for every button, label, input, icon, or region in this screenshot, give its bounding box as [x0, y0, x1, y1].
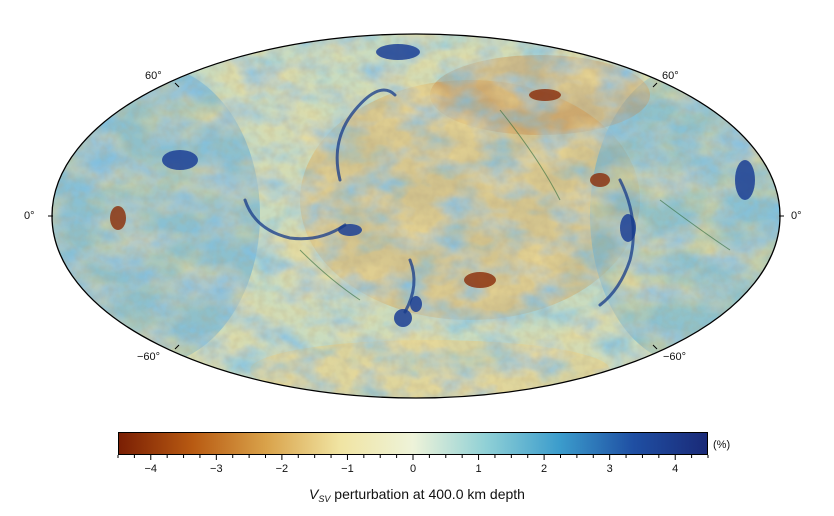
lat-label-left-60N: 60° — [145, 70, 162, 82]
colorbar-tick-label: 2 — [541, 463, 548, 475]
lat-label-left-0: 0° — [24, 210, 35, 222]
colorbar-tick-label: −2 — [275, 463, 289, 475]
map-field — [52, 34, 780, 398]
colorbar-tick-label: 4 — [672, 463, 679, 475]
colorbar-tick-label: −3 — [210, 463, 223, 475]
colorbar — [118, 432, 708, 455]
colorbar-tick-label: 3 — [606, 463, 613, 475]
colorbar-ticks — [117, 455, 709, 460]
lat-label-right-60S: −60° — [663, 351, 687, 363]
lat-label-right-60N: 60° — [662, 70, 679, 82]
title-text: perturbation at 400.0 km depth — [334, 486, 525, 502]
lat-label-left-60S: −60° — [137, 351, 161, 363]
lat-label-right-0: 0° — [791, 210, 802, 222]
title-symbol: V — [309, 486, 319, 502]
latitude-ticks — [48, 82, 784, 350]
colorbar-tick-label: −1 — [341, 463, 354, 475]
colorbar-unit: (%) — [713, 439, 731, 451]
colorbar-title: VSV perturbation at 400.0 km depth — [0, 486, 834, 504]
colorbar-tick-label: −4 — [144, 463, 158, 475]
colorbar-tick-label: 1 — [475, 463, 482, 475]
title-subscript: SV — [318, 494, 331, 504]
colorbar-tick-label: 0 — [409, 463, 417, 475]
global-tomography-map — [48, 33, 784, 399]
